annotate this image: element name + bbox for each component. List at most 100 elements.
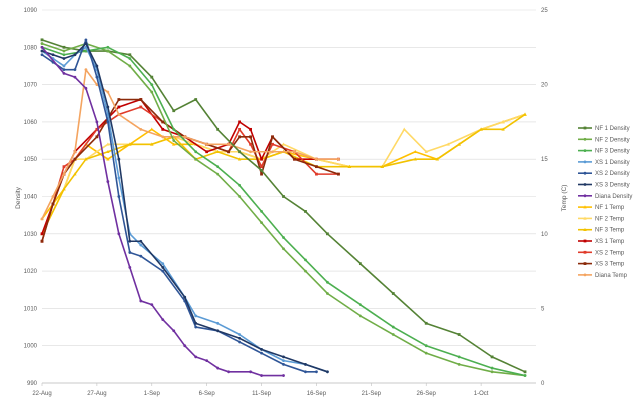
- data-point-diana-temp: [117, 113, 121, 116]
- data-point-diana-temp: [84, 68, 88, 72]
- data-point-nf-2-density: [326, 292, 329, 295]
- data-point-nf-2-density: [424, 351, 428, 355]
- data-point-nf-2-density: [282, 247, 285, 251]
- data-point-nf-3-temp: [215, 149, 220, 154]
- legend-label: XS 1 Density: [595, 160, 630, 166]
- data-point-xs-3-temp: [117, 98, 121, 101]
- legend-label: NF 1 Density: [595, 126, 630, 132]
- data-point-xs-1-density: [62, 64, 66, 68]
- y-tick-label: 1040: [24, 195, 38, 201]
- y-tick-label: 1090: [24, 8, 38, 14]
- series-line-nf-3-temp: [41, 113, 526, 235]
- series-line-diana-density: [41, 46, 284, 377]
- data-point-diana-density: [150, 303, 154, 307]
- data-point-diana-temp: [293, 150, 296, 154]
- data-point-diana-temp: [139, 127, 143, 131]
- legend-label: XS 1 Temp: [595, 239, 625, 245]
- data-point-xs-3-density: [161, 265, 165, 269]
- y2-tick-label: 15: [541, 157, 548, 163]
- y-tick-label: 1030: [24, 232, 38, 238]
- data-point-xs-1-temp: [117, 105, 121, 109]
- series-diana-temp: [40, 68, 340, 221]
- data-point-xs-2-density: [260, 351, 263, 355]
- data-point-nf-2-temp: [281, 142, 286, 146]
- data-point-xs-3-density: [260, 348, 263, 351]
- data-point-diana-density: [40, 45, 44, 49]
- data-point-diana-temp: [40, 217, 44, 221]
- legend-marker: [583, 137, 587, 141]
- data-point-xs-3-temp: [315, 165, 318, 169]
- legend-item-nf-3-density: NF 3 Density: [578, 149, 630, 155]
- x-tick-label: 21-Sep: [362, 391, 382, 397]
- legend-label: NF 2 Temp: [595, 216, 625, 222]
- data-point-xs-1-temp: [260, 157, 263, 161]
- data-point-xs-3-temp: [51, 202, 55, 206]
- y2-tick-label: 5: [541, 306, 545, 312]
- data-point-nf-2-temp: [402, 127, 406, 131]
- series-xs-2-temp: [40, 105, 340, 243]
- data-point-xs-3-temp: [73, 157, 77, 161]
- legend-marker: [583, 239, 587, 243]
- data-point-nf-3-temp: [413, 157, 417, 161]
- data-point-diana-temp: [183, 135, 187, 139]
- legend-marker: [583, 194, 587, 198]
- data-point-diana-density: [84, 86, 88, 90]
- data-point-nf-3-temp: [479, 127, 483, 131]
- legend-marker: [583, 216, 587, 220]
- series-line-nf-1-density: [41, 39, 526, 373]
- series-xs-3-density: [40, 42, 329, 374]
- left-axis-ticks: 990 1000 1010 1020 1030 1040 1050 1060 1070 1080 1…: [24, 8, 38, 387]
- data-point-diana-temp: [271, 150, 274, 154]
- data-point-xs-1-temp: [249, 127, 252, 131]
- data-point-nf-3-temp: [347, 164, 352, 168]
- series-line-xs-2-temp: [41, 106, 339, 242]
- legend-item-xs-1-temp: XS 1 Temp: [578, 239, 625, 245]
- x-axis-ticks: 22-Aug 27-Aug 1-Sep 6-Sep 11-Sep 16-Sep 21-Sep…: [32, 383, 489, 397]
- data-point-diana-density: [172, 329, 176, 333]
- data-point-diana-density: [62, 72, 66, 75]
- data-point-xs-3-density: [117, 157, 121, 161]
- data-point-nf-1-density: [260, 168, 263, 172]
- data-point-xs-2-temp: [271, 142, 274, 146]
- x-tick-label: 22-Aug: [32, 391, 51, 397]
- data-point-nf-3-density: [128, 57, 132, 60]
- legend-label: XS 2 Temp: [595, 250, 625, 256]
- data-point-nf-3-density: [260, 210, 263, 213]
- data-point-xs-3-density: [304, 362, 307, 366]
- data-point-xs-2-density: [315, 370, 318, 374]
- data-point-nf-2-temp: [424, 149, 428, 154]
- data-point-diana-temp: [249, 150, 252, 154]
- data-point-xs-2-density: [194, 325, 198, 329]
- data-point-diana-density: [73, 75, 77, 79]
- data-point-nf-1-density: [490, 355, 494, 359]
- legend-item-xs-3-temp: XS 3 Temp: [578, 262, 625, 268]
- data-point-xs-1-density: [282, 359, 285, 363]
- data-point-nf-2-temp: [446, 142, 450, 146]
- data-point-xs-2-density: [62, 68, 66, 72]
- data-point-diana-temp: [161, 135, 165, 139]
- series-line-xs-1-temp: [41, 98, 339, 235]
- data-point-diana-density: [161, 318, 165, 321]
- data-point-xs-3-temp: [293, 157, 296, 161]
- legend-marker: [583, 149, 587, 153]
- data-point-nf-3-temp: [457, 142, 461, 146]
- gridlines: [42, 9, 536, 384]
- data-point-xs-2-density: [139, 254, 143, 258]
- data-point-diana-density: [205, 359, 209, 363]
- x-tick-label: 1-Sep: [144, 391, 161, 397]
- data-point-nf-1-density: [358, 262, 362, 266]
- y-tick-label: 1000: [24, 344, 38, 350]
- series-line-xs-3-temp: [41, 98, 339, 242]
- data-point-xs-2-temp: [95, 127, 99, 131]
- y-tick-label: 990: [27, 381, 38, 387]
- data-point-nf-3-temp: [84, 157, 88, 161]
- data-point-nf-2-temp: [501, 120, 505, 124]
- data-point-xs-3-temp: [139, 98, 143, 101]
- data-point-xs-1-density: [117, 176, 121, 180]
- data-point-nf-2-density: [150, 90, 154, 94]
- y2-tick-label: 0: [541, 381, 545, 387]
- data-point-xs-1-temp: [205, 150, 209, 154]
- data-point-xs-1-density: [194, 314, 198, 318]
- data-point-nf-1-density: [282, 195, 285, 198]
- y2-tick-label: 10: [541, 232, 548, 238]
